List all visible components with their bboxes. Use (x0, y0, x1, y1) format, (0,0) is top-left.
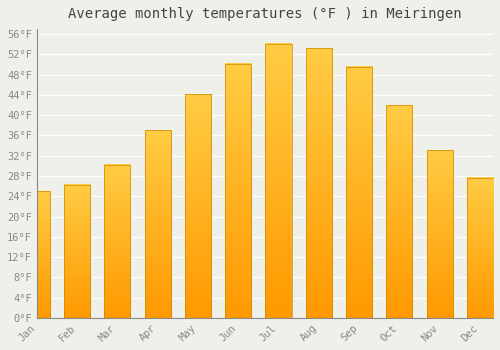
Bar (24, 191, 50, 318)
Bar (225, 63, 252, 318)
Bar (64, 184, 90, 318)
Bar (104, 165, 130, 318)
Bar (144, 131, 171, 318)
Bar (467, 177, 493, 318)
Bar (426, 150, 453, 318)
Bar (266, 44, 291, 318)
Bar (306, 48, 332, 318)
Bar (346, 66, 372, 318)
Bar (386, 105, 412, 318)
Title: Average monthly temperatures (°F ) in Meiringen: Average monthly temperatures (°F ) in Me… (68, 7, 462, 21)
Bar (185, 94, 211, 318)
